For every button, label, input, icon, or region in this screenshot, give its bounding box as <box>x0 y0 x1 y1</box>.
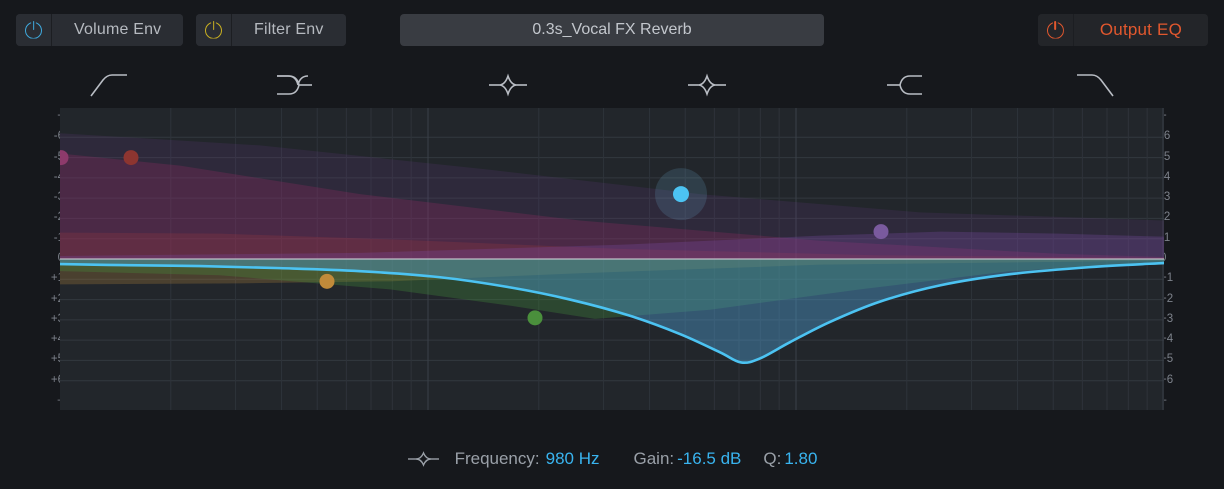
gain-tick: -2 <box>1160 212 1196 224</box>
power-icon <box>205 22 222 39</box>
bell-icon <box>407 450 441 468</box>
band-parameter-readout: Frequency: 980 Hz Gain: -16.5 dB Q: 1.80 <box>0 438 1224 480</box>
band-6-highshelf-handle[interactable] <box>874 224 889 239</box>
gain-tick: -6 <box>1160 131 1196 143</box>
gain-tick: – <box>1160 395 1196 407</box>
gain-tick: +6 <box>1160 375 1196 387</box>
output-eq-tab[interactable]: Output EQ <box>1074 14 1208 46</box>
gain-tick: +2 <box>28 294 64 306</box>
frequency-value[interactable]: 980 Hz <box>546 449 600 469</box>
power-icon <box>1047 22 1064 39</box>
eq-response-graph[interactable] <box>60 108 1164 410</box>
preset-name-field[interactable]: 0.3s_Vocal FX Reverb <box>400 14 824 46</box>
gain-tick: +6 <box>28 375 64 387</box>
gain-label: Gain: <box>633 449 674 469</box>
gain-readout[interactable]: Gain: -16.5 dB <box>633 449 741 469</box>
gain-axis-right: + -6 -5 -4 -3 -2 -1 0 +1 +2 +3 +4 +5 +6 – <box>1160 108 1196 410</box>
low-shelf-icon[interactable] <box>261 62 331 108</box>
gain-tick: -6 <box>28 131 64 143</box>
gain-tick: +1 <box>28 273 64 285</box>
gain-tick: +5 <box>1160 354 1196 366</box>
gain-tick: -3 <box>1160 192 1196 204</box>
volume-env-tab[interactable]: Volume Env <box>52 14 183 46</box>
gain-tick: +3 <box>28 314 64 326</box>
band-4-bell-handle[interactable] <box>528 310 543 325</box>
output-eq-power-button[interactable] <box>1038 14 1074 46</box>
gain-tick: -4 <box>1160 172 1196 184</box>
bell-icon[interactable] <box>672 62 742 108</box>
high-shelf-icon[interactable] <box>871 62 941 108</box>
output-eq-group[interactable]: Output EQ <box>1038 14 1208 46</box>
frequency-label: Frequency: <box>455 449 540 469</box>
band-type-strip <box>0 62 1224 108</box>
gain-tick: -1 <box>28 233 64 245</box>
filter-env-group[interactable]: Filter Env <box>196 14 346 46</box>
gain-tick: + <box>28 111 64 123</box>
gain-axis-left: + -6 -5 -4 -3 -2 -1 0 +1 +2 +3 +4 +5 +6 – <box>28 108 64 410</box>
gain-tick: -2 <box>28 212 64 224</box>
gain-tick: + <box>1160 111 1196 123</box>
gain-tick: -3 <box>28 192 64 204</box>
bell-icon[interactable] <box>473 62 543 108</box>
header-bar: Volume Env Filter Env 0.3s_Vocal FX Reve… <box>0 0 1224 60</box>
q-label: Q: <box>763 449 781 469</box>
filter-env-tab[interactable]: Filter Env <box>232 14 346 46</box>
gain-tick: -1 <box>1160 233 1196 245</box>
gain-tick: -5 <box>1160 152 1196 164</box>
gain-tick: +1 <box>1160 273 1196 285</box>
band-5-bell-sel-handle[interactable] <box>673 186 689 202</box>
filter-env-power-button[interactable] <box>196 14 232 46</box>
lowpass-icon[interactable] <box>1060 62 1130 108</box>
gain-tick: – <box>28 395 64 407</box>
eq-plot-area[interactable]: + -6 -5 -4 -3 -2 -1 0 +1 +2 +3 +4 +5 +6 – + -6 -5 -4 -3 -2 -… <box>0 108 1224 410</box>
highpass-icon[interactable] <box>74 62 144 108</box>
gain-tick: -5 <box>28 152 64 164</box>
band-2-lowshelf-handle[interactable] <box>124 150 139 165</box>
frequency-readout[interactable]: Frequency: 980 Hz <box>455 449 600 469</box>
gain-tick: +2 <box>1160 294 1196 306</box>
gain-value[interactable]: -16.5 dB <box>677 449 741 469</box>
gain-tick: +5 <box>28 354 64 366</box>
q-readout[interactable]: Q: 1.80 <box>763 449 817 469</box>
volume-env-group[interactable]: Volume Env <box>16 14 183 46</box>
gain-tick: 0 <box>28 253 64 265</box>
volume-env-power-button[interactable] <box>16 14 52 46</box>
gain-tick: +4 <box>28 334 64 346</box>
q-value[interactable]: 1.80 <box>784 449 817 469</box>
output-eq-panel: Volume Env Filter Env 0.3s_Vocal FX Reve… <box>0 0 1224 489</box>
band-3-bell-handle[interactable] <box>320 274 335 289</box>
gain-tick: 0 <box>1160 253 1196 265</box>
gain-tick: -4 <box>28 172 64 184</box>
power-icon <box>25 22 42 39</box>
gain-tick: +3 <box>1160 314 1196 326</box>
gain-tick: +4 <box>1160 334 1196 346</box>
